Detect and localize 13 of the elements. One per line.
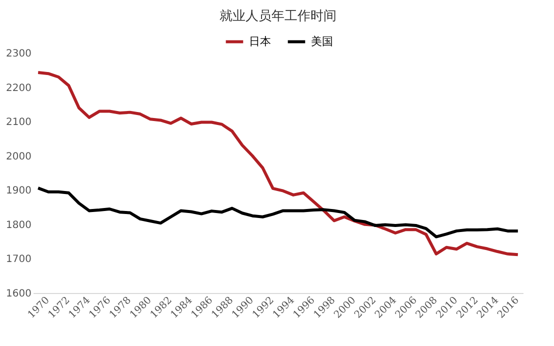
y-tick-label: 2000 — [6, 151, 32, 162]
legend-label: 美国 — [311, 34, 333, 48]
y-tick-label: 1700 — [6, 254, 32, 266]
y-tick-label: 1600 — [6, 288, 32, 300]
y-tick-label: 1900 — [6, 186, 32, 197]
y-tick-label: 2100 — [6, 117, 32, 128]
line-series — [36, 71, 520, 256]
legend-label: 日本 — [249, 34, 271, 48]
y-tick-label: 1800 — [6, 220, 32, 231]
y-tick-label: 2300 — [6, 48, 32, 60]
y-tick-label: 2200 — [6, 82, 32, 94]
line-series — [36, 186, 520, 238]
chart-title: 就业人员年工作时间 — [220, 9, 336, 24]
